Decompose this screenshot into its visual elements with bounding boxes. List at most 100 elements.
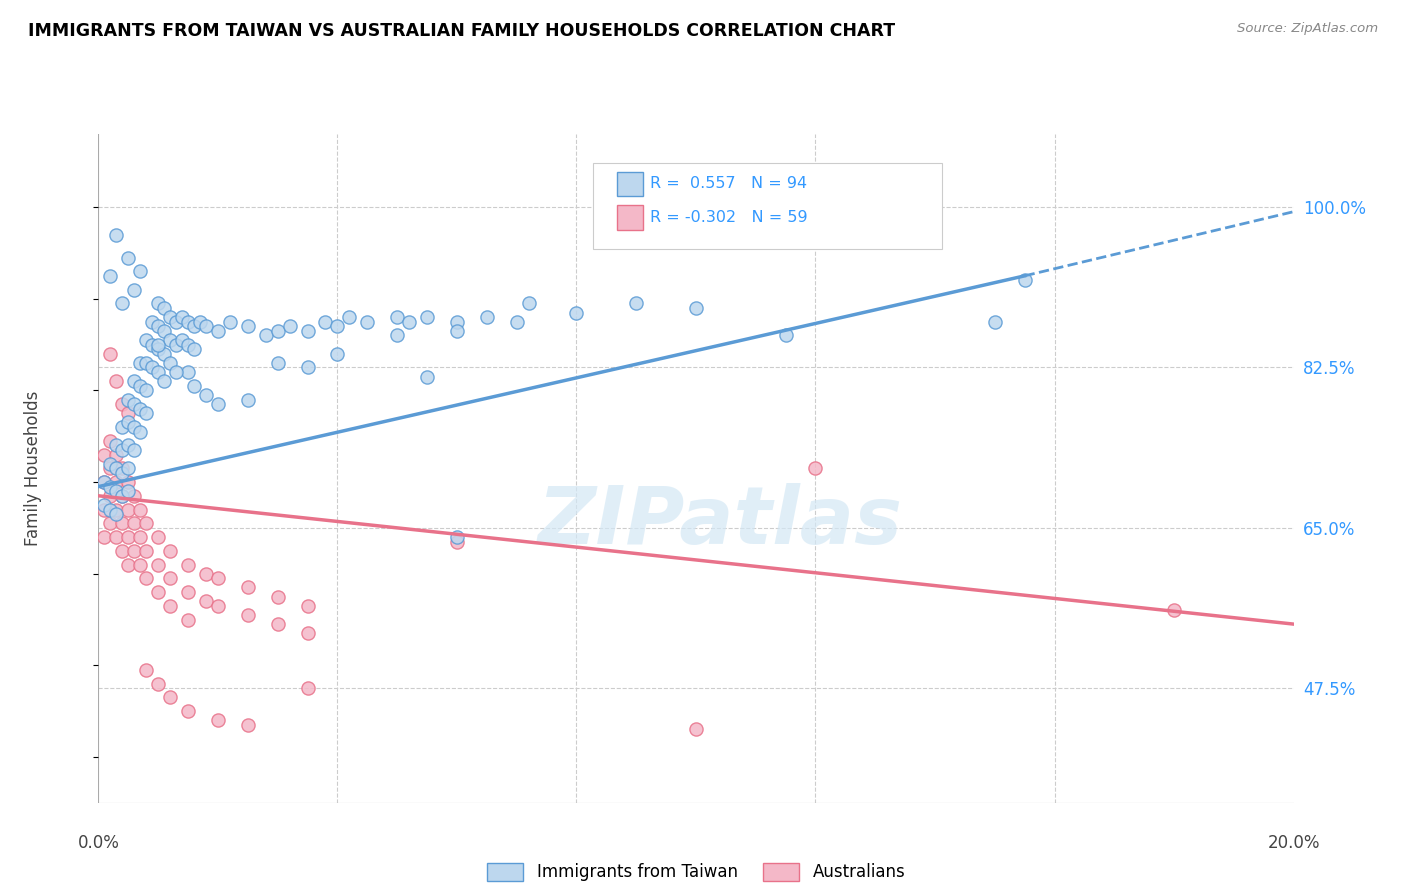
Point — [129, 356, 152, 370]
Point — [177, 585, 200, 599]
Point — [183, 342, 205, 356]
Point — [117, 416, 139, 430]
Point — [446, 315, 468, 329]
Point — [326, 319, 349, 334]
Point — [117, 461, 139, 475]
Point — [100, 461, 122, 475]
Point — [446, 534, 468, 549]
Point — [416, 310, 439, 324]
Point — [267, 590, 290, 604]
Point — [111, 543, 134, 558]
Point — [315, 315, 337, 329]
Point — [177, 704, 200, 718]
Point — [236, 607, 259, 622]
Point — [159, 690, 181, 705]
Point — [129, 401, 152, 416]
Point — [177, 365, 200, 379]
Point — [129, 502, 152, 516]
Point — [93, 498, 115, 512]
Point — [165, 337, 187, 351]
Point — [117, 438, 139, 452]
Point — [93, 530, 115, 544]
Point — [135, 571, 157, 585]
Point — [135, 333, 157, 347]
Point — [267, 617, 290, 632]
Point — [356, 315, 378, 329]
Point — [153, 374, 176, 388]
Point — [207, 571, 229, 585]
Point — [207, 324, 229, 338]
Point — [685, 301, 707, 315]
Point — [236, 581, 259, 595]
Point — [475, 310, 498, 324]
Point — [105, 374, 128, 388]
Point — [93, 502, 115, 516]
Text: Family Households: Family Households — [24, 391, 42, 546]
Point — [207, 714, 229, 728]
Point — [153, 324, 176, 338]
Point — [124, 397, 146, 411]
Point — [124, 374, 146, 388]
Point — [385, 328, 409, 343]
Point — [135, 663, 157, 677]
Point — [195, 388, 218, 402]
Point — [124, 420, 146, 434]
Point — [177, 558, 200, 572]
Point — [236, 718, 259, 732]
Point — [117, 502, 139, 516]
Point — [172, 310, 194, 324]
Point — [177, 337, 200, 351]
Point — [135, 406, 157, 420]
Point — [141, 337, 163, 351]
Text: R =  0.557   N = 94: R = 0.557 N = 94 — [650, 177, 807, 192]
Point — [416, 369, 439, 384]
Point — [100, 489, 122, 503]
Point — [172, 333, 194, 347]
Point — [195, 319, 218, 334]
Point — [100, 347, 122, 361]
Point — [93, 475, 115, 489]
Point — [267, 324, 290, 338]
Point — [804, 461, 827, 475]
Point — [398, 315, 420, 329]
Point — [506, 315, 529, 329]
Point — [165, 365, 187, 379]
Text: 0.0%: 0.0% — [77, 834, 120, 852]
Point — [111, 461, 134, 475]
Point — [177, 613, 200, 627]
Point — [117, 484, 139, 499]
Point — [100, 268, 122, 283]
Point — [111, 489, 134, 503]
Point — [117, 406, 139, 420]
Point — [148, 337, 170, 351]
Point — [111, 397, 134, 411]
Point — [135, 516, 157, 531]
Text: ZIPatlas: ZIPatlas — [537, 483, 903, 561]
Point — [517, 296, 540, 310]
Point — [159, 333, 181, 347]
Point — [207, 599, 229, 613]
Text: Source: ZipAtlas.com: Source: ZipAtlas.com — [1237, 22, 1378, 36]
Point — [100, 434, 122, 448]
Point — [254, 328, 277, 343]
Point — [148, 342, 170, 356]
Text: R = -0.302   N = 59: R = -0.302 N = 59 — [650, 211, 807, 226]
Point — [297, 626, 319, 640]
Point — [278, 319, 301, 334]
Point — [124, 516, 146, 531]
Point — [236, 319, 259, 334]
Point — [195, 566, 218, 581]
Point — [105, 448, 128, 462]
Point — [188, 315, 211, 329]
Text: IMMIGRANTS FROM TAIWAN VS AUSTRALIAN FAMILY HOUSEHOLDS CORRELATION CHART: IMMIGRANTS FROM TAIWAN VS AUSTRALIAN FAM… — [28, 22, 896, 40]
Point — [129, 425, 152, 439]
Point — [177, 315, 200, 329]
Point — [93, 475, 115, 489]
Point — [93, 448, 115, 462]
Point — [105, 461, 128, 475]
Point — [219, 315, 242, 329]
Point — [111, 489, 134, 503]
Point — [105, 227, 128, 242]
Point — [100, 480, 122, 494]
Point — [129, 379, 152, 393]
